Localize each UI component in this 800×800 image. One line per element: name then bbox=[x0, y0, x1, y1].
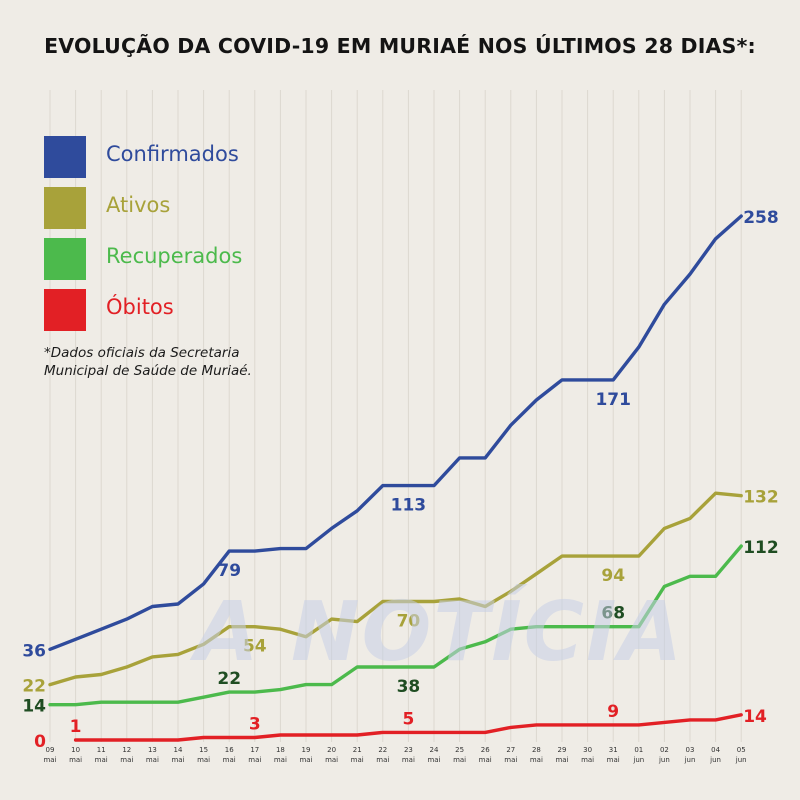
data-label: 258 bbox=[743, 208, 779, 228]
data-label: 3 bbox=[249, 714, 261, 734]
data-label: 1 bbox=[70, 717, 82, 737]
x-tick-day: 05 bbox=[737, 746, 746, 754]
data-label: 54 bbox=[243, 637, 267, 657]
series-line-ativos bbox=[48, 491, 743, 687]
series-line-óbitos bbox=[73, 713, 743, 742]
series-lines bbox=[48, 214, 743, 742]
x-tick-month: mai bbox=[427, 756, 440, 764]
x-tick-day: 13 bbox=[148, 746, 157, 754]
x-tick-day: 30 bbox=[583, 746, 592, 754]
x-tick-day: 24 bbox=[430, 746, 439, 754]
series-line-confirmados bbox=[48, 214, 743, 651]
x-tick-day: 26 bbox=[481, 746, 490, 754]
x-tick-month: jun bbox=[684, 756, 696, 764]
data-label: 36 bbox=[22, 641, 46, 661]
data-label: 112 bbox=[743, 538, 779, 558]
data-label: 132 bbox=[743, 488, 779, 508]
legend-swatch-recuperados bbox=[44, 238, 86, 280]
x-tick-month: jun bbox=[709, 756, 721, 764]
chart-title: EVOLUÇÃO DA COVID-19 EM MURIAÉ NOS ÚLTIM… bbox=[44, 34, 756, 58]
x-tick-day: 12 bbox=[122, 746, 131, 754]
x-tick-day: 27 bbox=[506, 746, 515, 754]
data-label: 14 bbox=[22, 697, 46, 717]
x-tick-month: mai bbox=[69, 756, 82, 764]
x-tick-month: mai bbox=[223, 756, 236, 764]
x-tick-day: 21 bbox=[353, 746, 362, 754]
x-tick-month: jun bbox=[735, 756, 747, 764]
x-tick-month: mai bbox=[479, 756, 492, 764]
x-tick-day: 22 bbox=[378, 746, 387, 754]
x-tick-month: mai bbox=[504, 756, 517, 764]
data-label: 5 bbox=[402, 709, 414, 729]
series-line-recuperados bbox=[48, 544, 743, 707]
x-tick-day: 23 bbox=[404, 746, 413, 754]
x-tick-day: 28 bbox=[532, 746, 541, 754]
data-label: 0 bbox=[34, 732, 46, 752]
data-label: 14 bbox=[743, 707, 767, 727]
x-tick-month: mai bbox=[120, 756, 133, 764]
data-label: 171 bbox=[595, 390, 631, 410]
x-tick-day: 10 bbox=[71, 746, 80, 754]
x-tick-month: mai bbox=[376, 756, 389, 764]
x-tick-day: 09 bbox=[46, 746, 55, 754]
x-tick-day: 19 bbox=[302, 746, 311, 754]
data-label: 38 bbox=[397, 677, 421, 697]
legend-label-obitos: Óbitos bbox=[106, 295, 174, 319]
x-tick-day: 01 bbox=[634, 746, 643, 754]
x-tick-month: mai bbox=[607, 756, 620, 764]
x-tick-month: mai bbox=[171, 756, 184, 764]
x-tick-month: mai bbox=[555, 756, 568, 764]
x-tick-day: 11 bbox=[97, 746, 106, 754]
data-label: 22 bbox=[22, 677, 46, 697]
source-note: *Dados oficiais da Secretaria Municipal … bbox=[44, 345, 252, 379]
watermark-logo-text: A NOTÍCIA bbox=[195, 585, 684, 680]
data-label: 79 bbox=[217, 561, 241, 581]
x-tick-month: mai bbox=[581, 756, 594, 764]
x-tick-month: mai bbox=[453, 756, 466, 764]
legend-swatch-confirmados bbox=[44, 136, 86, 178]
data-label: 22 bbox=[217, 669, 241, 689]
x-tick-day: 02 bbox=[660, 746, 669, 754]
x-tick-day: 20 bbox=[327, 746, 336, 754]
x-tick-day: 14 bbox=[174, 746, 183, 754]
x-axis: 09 mai 10 mai 11 mai 12 mai 13 mai 14 mai 15 mai 16 mai… bbox=[43, 746, 746, 764]
x-tick-month: mai bbox=[95, 756, 108, 764]
data-label: 9 bbox=[607, 702, 619, 722]
x-tick-month: mai bbox=[299, 756, 312, 764]
legend-label-recuperados: Recuperados bbox=[106, 244, 243, 268]
data-label: 68 bbox=[601, 604, 625, 624]
legend-label-confirmados: Confirmados bbox=[106, 142, 239, 166]
x-tick-month: mai bbox=[325, 756, 338, 764]
x-tick-month: jun bbox=[632, 756, 644, 764]
x-tick-month: mai bbox=[197, 756, 210, 764]
x-tick-month: mai bbox=[530, 756, 543, 764]
grid-lines bbox=[49, 90, 742, 742]
x-tick-day: 25 bbox=[455, 746, 464, 754]
legend-swatch-ativos bbox=[44, 187, 86, 229]
data-label: 70 bbox=[397, 611, 421, 631]
x-tick-month: jun bbox=[658, 756, 670, 764]
x-tick-day: 17 bbox=[250, 746, 259, 754]
x-tick-day: 15 bbox=[199, 746, 208, 754]
x-tick-month: mai bbox=[146, 756, 159, 764]
x-tick-month: mai bbox=[43, 756, 56, 764]
data-label: 94 bbox=[601, 566, 625, 586]
x-tick-day: 31 bbox=[609, 746, 618, 754]
x-tick-month: mai bbox=[402, 756, 415, 764]
x-tick-day: 18 bbox=[276, 746, 285, 754]
x-tick-month: mai bbox=[248, 756, 261, 764]
x-tick-month: mai bbox=[274, 756, 287, 764]
x-tick-month: mai bbox=[351, 756, 364, 764]
legend-label-ativos: Ativos bbox=[106, 193, 171, 217]
x-tick-day: 29 bbox=[558, 746, 567, 754]
x-tick-day: 16 bbox=[225, 746, 234, 754]
legend-swatch-obitos bbox=[44, 289, 86, 331]
x-tick-day: 04 bbox=[711, 746, 720, 754]
x-tick-day: 03 bbox=[686, 746, 695, 754]
data-label: 113 bbox=[391, 496, 427, 516]
